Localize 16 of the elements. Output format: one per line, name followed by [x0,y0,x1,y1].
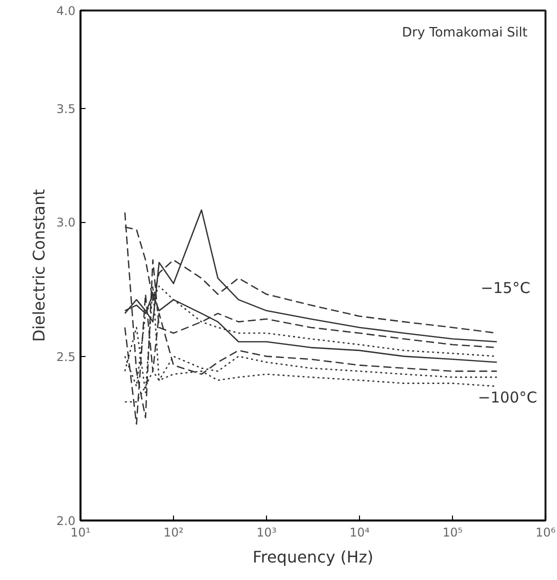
text: Dry Tomakomai Silt [402,26,528,40]
x-tick-label: 10⁶ [535,526,556,540]
annotation: −15°C [480,278,530,297]
annotation: −100°C [478,388,538,406]
x-tick-label: 10¹ [70,526,91,540]
y-tick-label: 4.0 [56,4,76,18]
y-tick-label: 3.0 [56,216,76,230]
y-tick-label: 2.5 [56,350,76,364]
x-tick-label: 10² [163,526,184,540]
x-axis-title: Frequency (Hz) [252,548,374,566]
x-tick-label: 10³ [256,526,277,540]
y-tick-label: 3.5 [56,102,76,116]
x-tick-label: 10⁴ [349,526,370,540]
x-tick-label: 10⁵ [442,526,463,540]
y-tick-label: 2.0 [56,514,76,528]
y-axis-title: Dielectric Constant [29,189,48,342]
